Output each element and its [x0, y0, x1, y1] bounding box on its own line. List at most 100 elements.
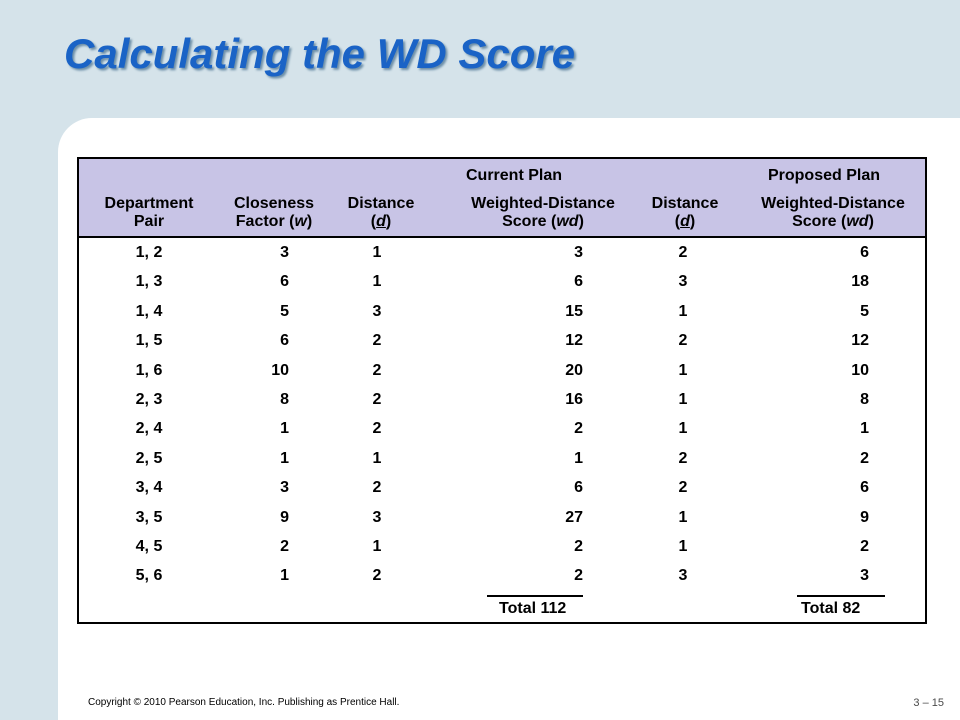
cell-d2: 2	[678, 244, 688, 261]
cell-pair: 2, 5	[135, 449, 163, 467]
cell-wd1: 27	[565, 508, 583, 526]
cell-pair: 1, 3	[135, 273, 163, 291]
cell-w: 8	[280, 391, 289, 408]
cell-w: 10	[271, 361, 289, 379]
group-header-current: Current Plan	[465, 167, 562, 184]
cell-wd1: 2	[574, 567, 583, 585]
cell-d1: 2	[372, 332, 382, 350]
cell-wd2: 6	[860, 479, 869, 497]
table-row: 2, 3 8 2 16 1 8	[79, 385, 925, 414]
cell-wd2: 2	[860, 538, 869, 555]
cell-wd2: 6	[860, 244, 869, 261]
page-number: 3 – 15	[913, 697, 944, 709]
cell-d1: 2	[372, 420, 382, 438]
cell-wd1: 1	[574, 449, 583, 467]
cell-wd2: 10	[851, 361, 869, 379]
cell-pair: 1, 4	[135, 302, 163, 320]
cell-wd1: 20	[565, 361, 583, 379]
cell-pair: 1, 2	[135, 244, 163, 261]
cell-wd2: 5	[860, 302, 869, 320]
cell-d2: 1	[678, 302, 688, 320]
cell-wd1: 2	[574, 538, 583, 555]
cell-wd2: 8	[860, 391, 869, 408]
cell-d2: 1	[678, 420, 688, 438]
cell-pair: 3, 5	[135, 508, 163, 526]
cell-w: 1	[280, 449, 289, 467]
table-header: Current Plan Proposed Plan Department Pai…	[79, 159, 925, 238]
cell-d2: 1	[678, 361, 688, 379]
cell-pair: 1, 6	[135, 361, 163, 379]
cell-wd1: 3	[574, 244, 583, 261]
cell-wd1: 15	[565, 302, 583, 320]
group-header-proposed: Proposed Plan	[767, 167, 881, 184]
column-header-closeness: Closeness Factor (w)	[233, 195, 315, 230]
cell-pair: 2, 3	[135, 391, 163, 408]
column-header-distance-current: Distance (d)	[347, 195, 415, 230]
cell-wd1: 6	[574, 273, 583, 291]
table-row: 2, 5 1 1 1 2 2	[79, 444, 925, 473]
table-row: 1, 5 6 2 12 2 12	[79, 326, 925, 355]
wd-score-table: Current Plan Proposed Plan Department Pai…	[77, 157, 927, 624]
cell-wd2: 1	[860, 420, 869, 438]
cell-w: 1	[280, 567, 289, 585]
cell-d1: 1	[372, 538, 382, 555]
cell-pair: 5, 6	[135, 567, 163, 585]
cell-wd2: 9	[860, 508, 869, 526]
cell-w: 9	[280, 508, 289, 526]
column-header-wd-current: Weighted-Distance Score (wd)	[471, 195, 615, 230]
cell-d1: 1	[372, 244, 382, 261]
copyright-text: Copyright © 2010 Pearson Education, Inc.…	[88, 697, 400, 708]
cell-wd1: 2	[574, 420, 583, 438]
cell-w: 1	[280, 420, 289, 438]
cell-d1: 2	[372, 567, 382, 585]
cell-d1: 2	[372, 391, 382, 408]
slide-title: Calculating the WD Score	[64, 30, 576, 77]
table-row: 1, 2 3 1 3 2 6	[79, 238, 925, 267]
cell-d2: 2	[678, 332, 688, 350]
cell-d1: 1	[372, 273, 382, 291]
cell-w: 6	[280, 332, 289, 350]
cell-wd2: 12	[851, 332, 869, 350]
cell-pair: 3, 4	[135, 479, 163, 497]
total-rule-proposed	[797, 595, 885, 597]
cell-pair: 4, 5	[135, 538, 163, 555]
cell-wd2: 18	[851, 273, 869, 291]
cell-d1: 2	[372, 479, 382, 497]
table-row: 4, 5 2 1 2 1 2	[79, 532, 925, 561]
cell-d1: 3	[372, 302, 382, 320]
cell-wd1: 6	[574, 479, 583, 497]
cell-d1: 2	[372, 361, 382, 379]
cell-d2: 3	[678, 273, 688, 291]
cell-wd1: 12	[565, 332, 583, 350]
cell-d2: 1	[678, 508, 688, 526]
cell-wd2: 2	[860, 449, 869, 467]
cell-d2: 3	[678, 567, 688, 585]
cell-w: 3	[280, 244, 289, 261]
cell-w: 3	[280, 479, 289, 497]
cell-wd2: 3	[860, 567, 869, 585]
cell-pair: 2, 4	[135, 420, 163, 438]
column-header-pair: Department Pair	[104, 195, 194, 230]
cell-d2: 1	[678, 538, 688, 555]
column-header-wd-proposed: Weighted-Distance Score (wd)	[761, 195, 905, 230]
table-row: 3, 4 3 2 6 2 6	[79, 473, 925, 502]
table-row: 1, 3 6 1 6 3 18	[79, 267, 925, 296]
table-row: 1, 6 10 2 20 1 10	[79, 356, 925, 385]
cell-d2: 1	[678, 391, 688, 408]
cell-d1: 1	[372, 449, 382, 467]
table-row: 3, 5 9 3 27 1 9	[79, 503, 925, 532]
cell-pair: 1, 5	[135, 332, 163, 350]
table-row: 1, 4 5 3 15 1 5	[79, 297, 925, 326]
cell-w: 5	[280, 302, 289, 320]
cell-w: 6	[280, 273, 289, 291]
table-row: 2, 4 1 2 2 1 1	[79, 414, 925, 443]
total-proposed: Total 82	[801, 600, 861, 617]
cell-d2: 2	[678, 479, 688, 497]
table-row: 5, 6 1 2 2 3 3	[79, 561, 925, 590]
cell-w: 2	[280, 538, 289, 555]
column-header-distance-proposed: Distance (d)	[651, 195, 719, 230]
cell-d1: 3	[372, 508, 382, 526]
cell-wd1: 16	[565, 391, 583, 408]
total-rule-current	[487, 595, 583, 597]
total-current: Total 112	[499, 600, 567, 617]
